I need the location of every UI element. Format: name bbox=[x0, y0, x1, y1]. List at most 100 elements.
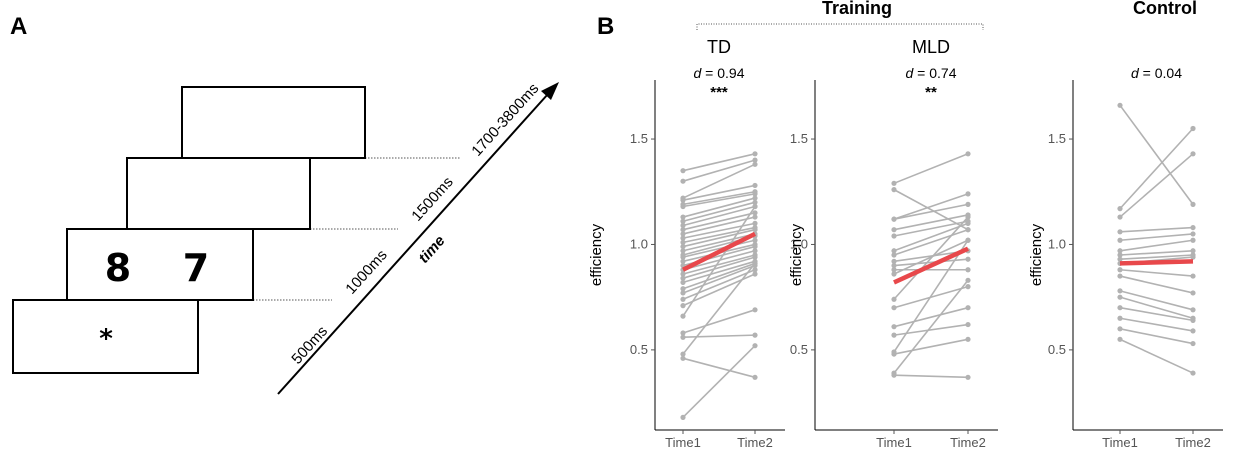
individual-point bbox=[891, 180, 897, 186]
effect-size-symbol: d bbox=[694, 65, 703, 81]
y-tick-label: 0.5 bbox=[1048, 342, 1066, 357]
individual-line bbox=[1119, 254, 1194, 261]
individual-line bbox=[1119, 306, 1194, 322]
individual-line bbox=[682, 309, 756, 334]
individual-point bbox=[1190, 237, 1196, 243]
individual-line bbox=[682, 184, 756, 201]
individual-point bbox=[965, 214, 971, 220]
individual-point bbox=[1117, 237, 1123, 243]
time-arrow-head bbox=[541, 82, 559, 100]
individual-point bbox=[965, 256, 971, 262]
individual-point bbox=[891, 324, 897, 330]
individual-point bbox=[965, 374, 971, 380]
individual-line bbox=[682, 254, 756, 275]
individual-point bbox=[891, 332, 897, 338]
y-tick-label: 1.5 bbox=[1048, 131, 1066, 146]
individual-point bbox=[1117, 252, 1123, 258]
individual-line bbox=[1119, 153, 1194, 218]
individual-point bbox=[965, 227, 971, 233]
mean-line bbox=[1119, 259, 1194, 266]
mean-line bbox=[681, 231, 757, 272]
individual-point bbox=[680, 214, 686, 220]
time-arrow-line bbox=[277, 93, 549, 395]
x-tick-label: Time1 bbox=[1102, 435, 1138, 450]
individual-point bbox=[891, 252, 897, 258]
individual-line bbox=[682, 228, 756, 248]
significance-stars: ** bbox=[925, 84, 937, 101]
effect-size-value: = 0.74 bbox=[913, 65, 956, 81]
training-group-title: Training bbox=[822, 0, 892, 18]
individual-point bbox=[1117, 294, 1123, 300]
digits-screen bbox=[66, 228, 254, 301]
individual-line bbox=[893, 239, 969, 353]
timing-label: 500ms bbox=[288, 323, 331, 368]
individual-point bbox=[752, 182, 758, 189]
individual-point bbox=[965, 237, 971, 243]
individual-line bbox=[682, 269, 756, 301]
individual-line bbox=[682, 153, 756, 172]
individual-point bbox=[891, 187, 897, 193]
plot-panel: 0.5 1.0 1.5 Time1 Time2 efficiency MLD d = 0.74… bbox=[788, 37, 998, 450]
individual-point bbox=[752, 248, 758, 254]
individual-point bbox=[680, 258, 686, 264]
individual-line bbox=[893, 306, 969, 328]
individual-point bbox=[680, 290, 686, 296]
individual-point bbox=[1190, 224, 1196, 231]
individual-line bbox=[682, 334, 756, 339]
individual-point bbox=[1117, 229, 1123, 235]
individual-point bbox=[1190, 201, 1196, 207]
trial-sequence-diagram: 8 7 * 500ms 1000ms 1500ms 1700-3800ms ti… bbox=[12, 80, 559, 395]
individual-line bbox=[893, 193, 969, 220]
x-tick-label: Time1 bbox=[665, 435, 701, 450]
individual-point bbox=[965, 277, 971, 283]
y-axis-label: efficiency bbox=[788, 223, 805, 286]
individual-line bbox=[682, 205, 756, 227]
individual-line bbox=[1119, 226, 1194, 233]
time-axis-label: time bbox=[415, 232, 448, 266]
individual-point bbox=[965, 191, 971, 197]
individual-point bbox=[680, 243, 686, 250]
individual-point bbox=[680, 279, 686, 286]
digit-left: 8 bbox=[105, 246, 131, 290]
individual-point bbox=[965, 201, 971, 207]
individual-line bbox=[1119, 127, 1194, 210]
individual-line bbox=[893, 279, 969, 374]
individual-point bbox=[752, 237, 758, 243]
individual-point bbox=[680, 275, 686, 281]
digit-right: 7 bbox=[183, 246, 209, 290]
effect-size-symbol: d bbox=[906, 65, 915, 81]
blank-screen bbox=[126, 157, 311, 230]
individual-point bbox=[752, 157, 758, 163]
effect-size-label: d = 0.94 bbox=[694, 65, 745, 81]
individual-point bbox=[752, 374, 758, 380]
individual-line bbox=[1119, 275, 1194, 294]
group-subtitle: TD bbox=[707, 37, 731, 57]
individual-point bbox=[891, 351, 897, 357]
x-tick-label: Time2 bbox=[737, 435, 773, 450]
individual-point bbox=[1117, 102, 1123, 108]
individual-point bbox=[752, 151, 758, 157]
individual-point bbox=[1117, 273, 1123, 279]
individual-line bbox=[682, 226, 756, 244]
individual-line bbox=[682, 216, 756, 235]
individual-point bbox=[891, 305, 897, 311]
individual-point bbox=[1117, 206, 1123, 212]
significance-stars: *** bbox=[710, 84, 728, 101]
individual-point bbox=[1117, 336, 1123, 342]
individual-point bbox=[752, 254, 758, 260]
x-tick-label: Time1 bbox=[876, 435, 912, 450]
individual-point bbox=[1117, 267, 1123, 273]
individual-line bbox=[682, 233, 756, 252]
individual-point bbox=[680, 197, 686, 203]
individual-point bbox=[1117, 288, 1123, 294]
individual-point bbox=[680, 168, 686, 174]
individual-point bbox=[891, 267, 897, 273]
individual-point bbox=[680, 355, 686, 361]
individual-line bbox=[893, 374, 969, 379]
y-tick-label: 1.0 bbox=[630, 236, 648, 251]
individual-point bbox=[752, 271, 758, 277]
individual-line bbox=[682, 206, 756, 317]
individual-point bbox=[965, 336, 971, 342]
